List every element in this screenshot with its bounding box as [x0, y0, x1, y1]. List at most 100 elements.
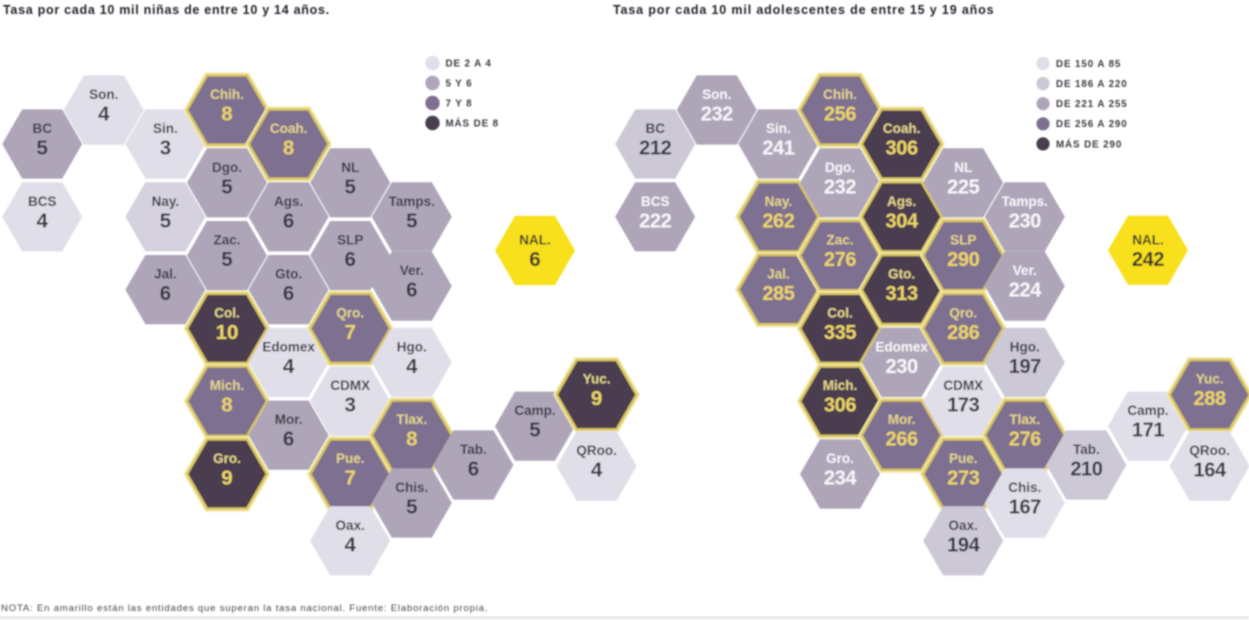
- svg-text:QRoo.: QRoo.: [576, 443, 617, 458]
- svg-text:4: 4: [283, 355, 295, 378]
- svg-text:262: 262: [762, 210, 794, 232]
- svg-text:QRoo.: QRoo.: [1189, 443, 1230, 458]
- svg-text:313: 313: [886, 283, 918, 305]
- svg-text:MÁS DE 290: MÁS DE 290: [1056, 138, 1122, 150]
- svg-text:197: 197: [1009, 356, 1041, 378]
- svg-text:5 Y 6: 5 Y 6: [446, 78, 473, 89]
- svg-text:Gto.: Gto.: [888, 267, 915, 282]
- svg-text:8: 8: [221, 394, 232, 417]
- svg-text:Ags.: Ags.: [887, 194, 916, 209]
- svg-text:CDMX: CDMX: [943, 378, 983, 393]
- svg-text:BC: BC: [645, 121, 665, 136]
- svg-text:266: 266: [886, 429, 918, 451]
- svg-text:Edomex: Edomex: [262, 339, 315, 354]
- svg-text:Qro.: Qro.: [336, 305, 364, 320]
- svg-text:230: 230: [886, 356, 918, 378]
- svg-text:242: 242: [1132, 249, 1164, 271]
- svg-text:8: 8: [221, 103, 232, 126]
- svg-text:CDMX: CDMX: [330, 378, 370, 393]
- svg-text:Nay.: Nay.: [765, 194, 793, 209]
- svg-text:MÁS DE 8: MÁS DE 8: [446, 117, 499, 129]
- svg-text:4: 4: [98, 103, 110, 126]
- svg-text:Mor.: Mor.: [888, 412, 916, 427]
- svg-text:5: 5: [529, 419, 540, 442]
- svg-text:Coah.: Coah.: [270, 121, 308, 136]
- svg-text:5: 5: [406, 209, 417, 232]
- svg-text:Dgo.: Dgo.: [825, 160, 855, 175]
- svg-text:304: 304: [886, 210, 919, 232]
- svg-text:Tab.: Tab.: [1073, 442, 1100, 457]
- svg-text:DE 221 A 255: DE 221 A 255: [1056, 99, 1128, 110]
- svg-text:6: 6: [283, 428, 294, 451]
- svg-text:230: 230: [1009, 210, 1041, 232]
- svg-text:6: 6: [283, 209, 294, 232]
- svg-text:173: 173: [947, 395, 979, 417]
- svg-text:6: 6: [283, 282, 294, 305]
- svg-text:Col.: Col.: [827, 305, 853, 320]
- svg-text:Hgo.: Hgo.: [397, 339, 427, 354]
- svg-text:Chis.: Chis.: [395, 480, 428, 495]
- svg-text:Col.: Col.: [214, 305, 240, 320]
- svg-text:210: 210: [1070, 459, 1102, 481]
- svg-text:Chih.: Chih.: [210, 87, 244, 102]
- svg-text:224: 224: [1009, 280, 1042, 302]
- svg-text:4: 4: [406, 355, 418, 378]
- svg-text:Tasa por cada 10 mil niñas de: Tasa por cada 10 mil niñas de entre 10 y…: [3, 3, 330, 17]
- svg-text:Gto.: Gto.: [275, 267, 302, 282]
- svg-text:NOTA: En amarillo están las en: NOTA: En amarillo están las entidades qu…: [1, 603, 488, 614]
- svg-text:Mich.: Mich.: [210, 378, 245, 393]
- svg-text:BCS: BCS: [28, 194, 57, 209]
- svg-text:167: 167: [1009, 497, 1041, 519]
- svg-text:241: 241: [762, 138, 794, 160]
- svg-text:Son.: Son.: [89, 87, 118, 102]
- svg-text:4: 4: [591, 459, 603, 482]
- svg-text:5: 5: [221, 248, 232, 271]
- svg-text:3: 3: [344, 394, 355, 417]
- svg-text:288: 288: [1194, 388, 1226, 410]
- svg-text:DE 256 A 290: DE 256 A 290: [1056, 119, 1128, 130]
- svg-text:Pue.: Pue.: [336, 451, 365, 466]
- svg-text:4: 4: [36, 209, 48, 232]
- svg-text:10: 10: [216, 321, 239, 344]
- svg-text:Coah.: Coah.: [883, 121, 921, 136]
- svg-text:Zac.: Zac.: [213, 233, 240, 248]
- svg-text:Ver.: Ver.: [1013, 263, 1037, 278]
- svg-text:BCS: BCS: [641, 194, 670, 209]
- svg-text:8: 8: [283, 137, 294, 160]
- svg-text:5: 5: [160, 209, 171, 232]
- svg-text:Mor.: Mor.: [275, 412, 303, 427]
- svg-text:Tasa por cada 10 mil adolescen: Tasa por cada 10 mil adolescentes de ent…: [613, 3, 994, 17]
- svg-text:Tamps.: Tamps.: [1002, 194, 1048, 209]
- svg-text:Tab.: Tab.: [460, 442, 487, 457]
- svg-text:6: 6: [344, 248, 355, 271]
- svg-text:171: 171: [1132, 420, 1164, 442]
- svg-text:273: 273: [947, 468, 979, 490]
- svg-text:DE 2 A 4: DE 2 A 4: [446, 58, 492, 69]
- svg-text:Sin.: Sin.: [766, 121, 791, 136]
- svg-text:8: 8: [406, 428, 417, 451]
- svg-text:Dgo.: Dgo.: [212, 160, 242, 175]
- svg-text:SLP: SLP: [950, 233, 976, 248]
- svg-text:9: 9: [221, 467, 232, 490]
- svg-text:Yuc.: Yuc.: [583, 372, 611, 387]
- svg-text:DE 150 A 85: DE 150 A 85: [1056, 59, 1121, 70]
- svg-text:194: 194: [947, 534, 980, 556]
- svg-text:285: 285: [762, 283, 794, 305]
- svg-text:7: 7: [344, 321, 355, 344]
- svg-text:NL: NL: [954, 160, 972, 175]
- svg-text:3: 3: [160, 137, 171, 160]
- svg-text:Pue.: Pue.: [949, 451, 978, 466]
- svg-text:232: 232: [701, 104, 733, 126]
- svg-text:5: 5: [344, 175, 355, 198]
- svg-text:Ags.: Ags.: [274, 194, 303, 209]
- svg-text:Jal.: Jal.: [154, 267, 177, 282]
- svg-text:6: 6: [529, 248, 540, 271]
- svg-text:164: 164: [1194, 460, 1227, 482]
- svg-text:Tlax.: Tlax.: [1009, 412, 1040, 427]
- svg-text:4: 4: [344, 533, 356, 556]
- svg-text:212: 212: [639, 138, 671, 160]
- svg-text:DE 186 A 220: DE 186 A 220: [1056, 79, 1128, 90]
- svg-text:234: 234: [824, 468, 857, 490]
- svg-text:Edomex: Edomex: [875, 339, 928, 354]
- svg-text:5: 5: [406, 496, 417, 519]
